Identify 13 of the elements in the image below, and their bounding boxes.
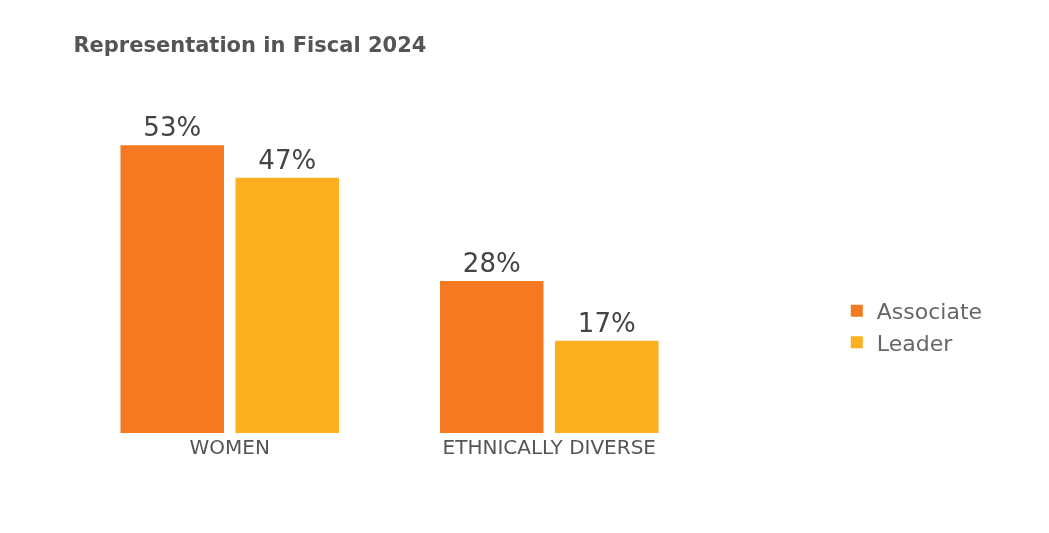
bar <box>439 280 544 433</box>
legend-label: Associate <box>876 299 983 325</box>
data-label: 17% <box>577 307 636 338</box>
data-label: 28% <box>462 247 521 278</box>
x-tick-label: WOMEN <box>189 435 270 459</box>
bar <box>120 145 224 433</box>
x-tick-label: ETHNICALLY DIVERSE <box>442 435 656 459</box>
legend-label: Leader <box>876 330 954 356</box>
data-label: 53% <box>143 112 202 143</box>
bar <box>555 340 659 433</box>
bar <box>235 177 340 433</box>
data-label: 47% <box>258 144 317 175</box>
chart-title: Representation in Fiscal 2024 <box>73 33 427 58</box>
